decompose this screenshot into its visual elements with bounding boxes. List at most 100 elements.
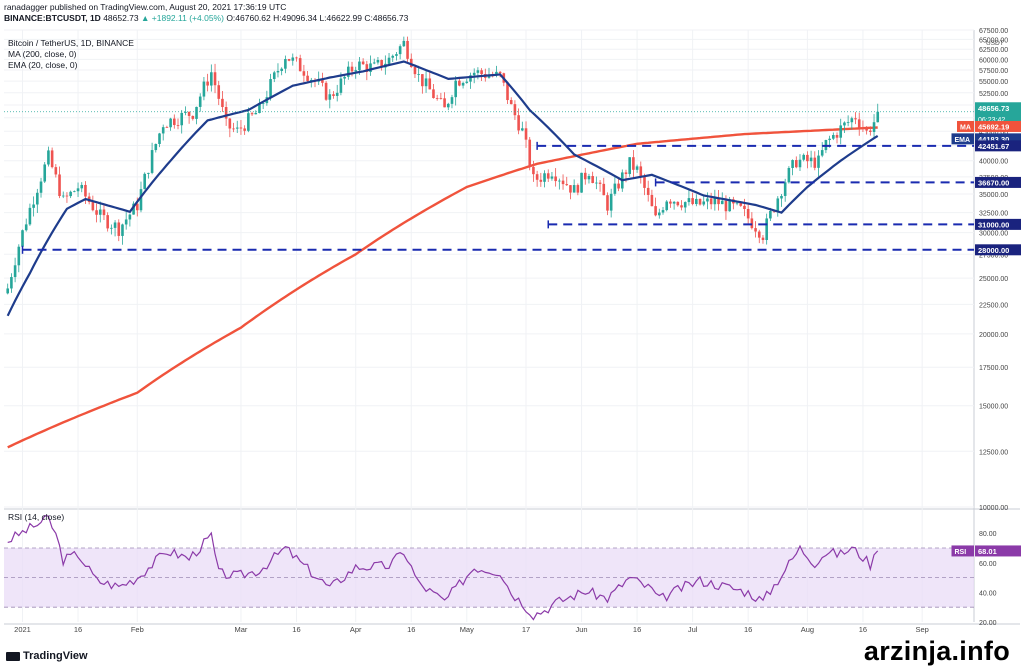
publish-line: ranadagger published on TradingView.com,… bbox=[4, 2, 287, 12]
ema20-line bbox=[6, 60, 879, 317]
candle bbox=[6, 283, 10, 295]
price-tick-label: 12500.00 bbox=[979, 449, 1008, 456]
level-price-tag-label: 28000.00 bbox=[978, 246, 1009, 255]
candle bbox=[676, 201, 680, 207]
rsi-value-tag-bg bbox=[975, 545, 1021, 557]
candle bbox=[161, 124, 165, 141]
candle bbox=[713, 189, 717, 211]
candle bbox=[372, 58, 376, 65]
level-price-tag: 42451.67 bbox=[975, 140, 1021, 152]
candle-body bbox=[658, 212, 661, 216]
candle bbox=[150, 142, 154, 175]
candle-body bbox=[672, 201, 676, 204]
ohlc-close: C:48656.73 bbox=[364, 13, 409, 23]
level-price-tag-bg bbox=[975, 218, 1021, 230]
candle bbox=[820, 142, 824, 158]
candle-body bbox=[47, 150, 50, 165]
candle bbox=[439, 92, 443, 100]
candle bbox=[291, 53, 295, 66]
candle bbox=[576, 183, 580, 196]
candle-body bbox=[161, 127, 165, 134]
candle bbox=[698, 198, 702, 206]
candle bbox=[61, 191, 65, 199]
candle-body bbox=[435, 98, 439, 99]
time-tick-label: 16 bbox=[407, 625, 415, 634]
candle-body bbox=[195, 106, 198, 119]
candle bbox=[669, 199, 672, 208]
candle-body bbox=[613, 183, 617, 194]
candle bbox=[680, 200, 683, 211]
tradingview-logo[interactable]: TradingView bbox=[6, 650, 88, 662]
candle bbox=[180, 109, 184, 134]
candle bbox=[802, 153, 805, 162]
candle-body bbox=[428, 78, 432, 90]
candle-body bbox=[476, 70, 480, 73]
candle bbox=[28, 203, 32, 226]
candle-body bbox=[854, 118, 857, 120]
last-price-tag: 48656.73 06:23:42 bbox=[975, 102, 1021, 125]
ma-price-tag-bg bbox=[975, 120, 1021, 132]
candle-body bbox=[243, 128, 246, 131]
candle bbox=[606, 192, 609, 216]
candle bbox=[221, 90, 224, 112]
candle-body bbox=[635, 166, 639, 170]
candle bbox=[224, 101, 228, 126]
candle bbox=[250, 111, 254, 117]
candle bbox=[43, 162, 47, 184]
candle-body bbox=[409, 58, 413, 67]
candle-body bbox=[595, 182, 598, 184]
candle-body bbox=[669, 201, 672, 204]
candle bbox=[569, 185, 572, 200]
candle-body bbox=[291, 57, 295, 61]
candle bbox=[854, 112, 857, 125]
candle-body bbox=[495, 71, 498, 76]
candle-body bbox=[820, 150, 824, 156]
candle bbox=[869, 126, 872, 136]
candle-body bbox=[247, 113, 250, 131]
level-price-tag-label: 31000.00 bbox=[978, 220, 1009, 229]
candle-body bbox=[258, 103, 261, 114]
candle bbox=[861, 120, 865, 133]
candle-body bbox=[695, 198, 698, 205]
candle-body bbox=[95, 210, 98, 215]
candle-body bbox=[365, 64, 369, 72]
symbol-name: BINANCE:BTCUSDT, 1D bbox=[4, 13, 101, 23]
candle bbox=[402, 36, 406, 48]
candle-body bbox=[102, 209, 106, 216]
candle bbox=[628, 157, 631, 177]
candle bbox=[632, 150, 635, 179]
candle-body bbox=[343, 76, 346, 79]
candle bbox=[765, 213, 768, 245]
candle bbox=[524, 121, 528, 148]
candle bbox=[313, 77, 317, 88]
candle bbox=[435, 94, 439, 101]
candle-body bbox=[646, 187, 650, 195]
candle-body bbox=[532, 166, 535, 175]
candle bbox=[124, 211, 128, 230]
time-tick-label: Sep bbox=[915, 625, 928, 634]
candle bbox=[469, 72, 472, 89]
candle bbox=[69, 190, 72, 199]
candle-body bbox=[180, 112, 184, 126]
candle-body bbox=[210, 72, 213, 86]
candle bbox=[202, 77, 206, 101]
time-tick-label: 2021 bbox=[14, 625, 31, 634]
candle-body bbox=[380, 59, 383, 68]
candle-body bbox=[76, 188, 80, 192]
candle-body bbox=[272, 72, 276, 80]
candle-body bbox=[783, 182, 787, 196]
candle bbox=[421, 74, 424, 94]
candle bbox=[324, 80, 328, 101]
candle-body bbox=[361, 61, 365, 65]
rsi-legend: RSI (14, close) bbox=[8, 512, 64, 522]
candle-body bbox=[10, 277, 13, 289]
candle bbox=[521, 121, 524, 132]
candle bbox=[50, 147, 54, 169]
candle-body bbox=[439, 98, 443, 99]
candle bbox=[450, 94, 454, 109]
legend-ema: EMA (20, close, 0) bbox=[8, 60, 78, 70]
candle-body bbox=[550, 176, 554, 179]
candle bbox=[32, 196, 35, 217]
legend-ma: MA (200, close, 0) bbox=[8, 49, 77, 59]
